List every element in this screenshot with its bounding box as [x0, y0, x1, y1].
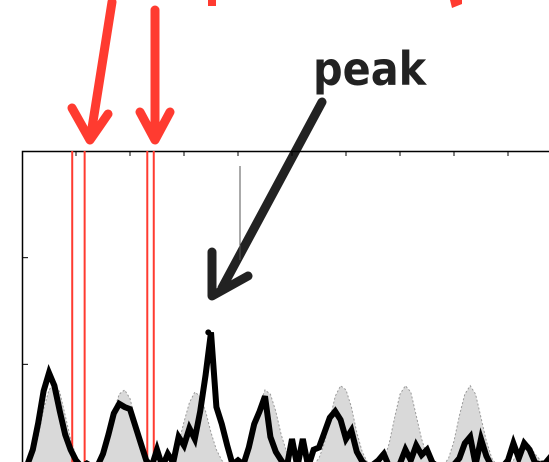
signal-line	[25, 331, 549, 462]
marker-arrow-left-shaft	[87, 0, 117, 133]
peak-arrow-shaft	[217, 97, 327, 293]
peak-arrow-head	[207, 247, 253, 301]
peak-point	[205, 329, 212, 336]
peak-label: peak	[313, 42, 428, 96]
peak-annotation: peak	[207, 42, 428, 301]
marker-arrow-right-head	[135, 107, 175, 145]
signal-series	[25, 329, 549, 462]
marker-lines	[71, 151, 155, 462]
x-axis-ticks	[75, 151, 509, 156]
y-axis-ticks	[22, 257, 28, 365]
marker-arrow-left-head	[67, 103, 113, 145]
plot-area	[21, 150, 549, 462]
marker-arrows	[67, 0, 462, 145]
clipped-header-fragment	[208, 0, 462, 8]
